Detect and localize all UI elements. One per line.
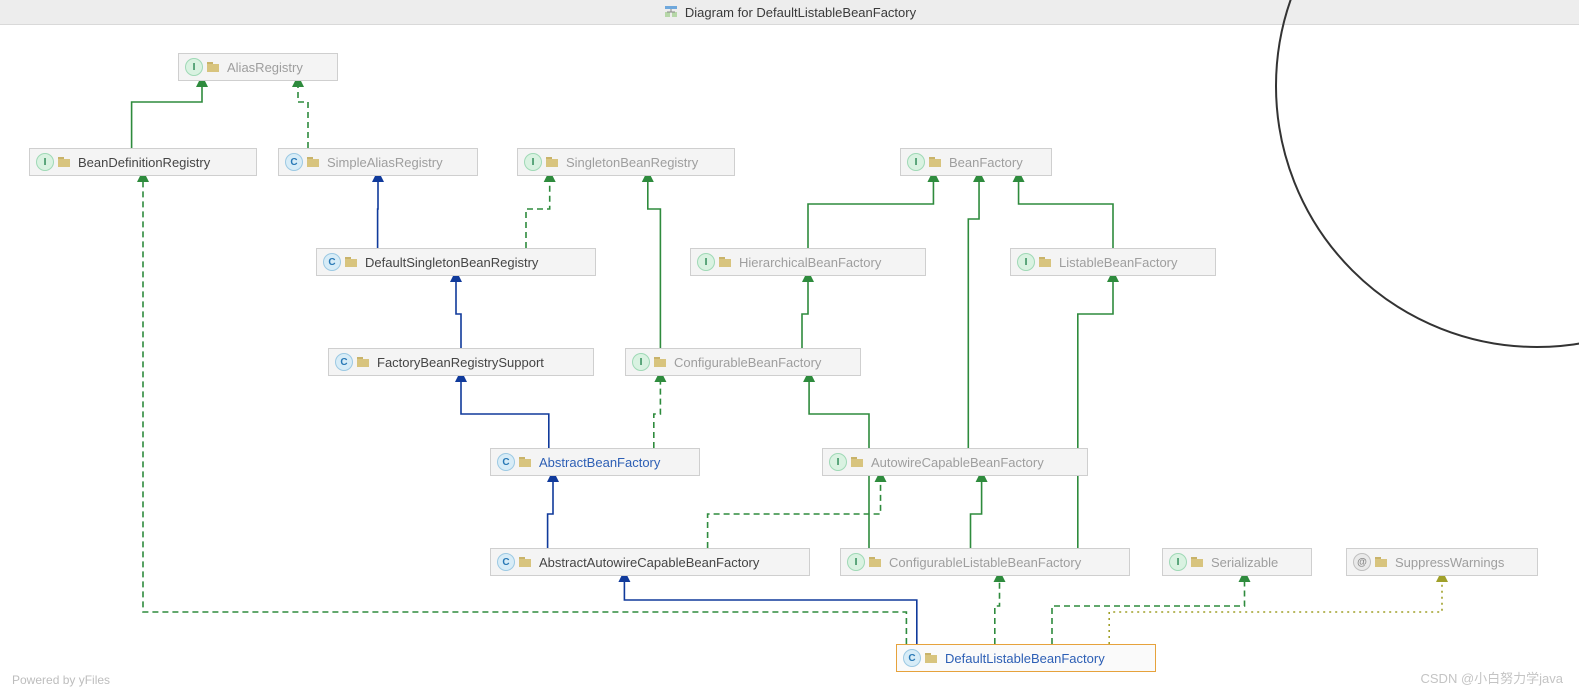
interface-icon: I <box>1017 253 1035 271</box>
title-text: Diagram for DefaultListableBeanFactory <box>685 5 916 20</box>
package-icon <box>519 457 531 467</box>
node-label: FactoryBeanRegistrySupport <box>377 355 544 370</box>
edge-ConfigurableBeanFactory-to-SingletonBeanRegistry <box>648 176 661 348</box>
node-label: ConfigurableListableBeanFactory <box>889 555 1081 570</box>
edge-AutowireCapableBeanFactory-to-BeanFactory <box>968 176 979 448</box>
edge-HierarchicalBeanFactory-to-BeanFactory <box>808 176 933 248</box>
watermark: CSDN @小白努力学java <box>1421 668 1564 687</box>
node-DefaultListableBeanFactory[interactable]: C DefaultListableBeanFactory <box>896 644 1156 672</box>
edge-AbstractAutowireCapableBeanFactory-to-AbstractBeanFactory <box>548 476 553 548</box>
node-AliasRegistry[interactable]: I AliasRegistry <box>178 53 338 81</box>
powered-by: Powered by yFiles <box>12 673 110 687</box>
decorative-circle <box>1275 0 1579 348</box>
node-label: DefaultSingletonBeanRegistry <box>365 255 538 270</box>
node-label: DefaultListableBeanFactory <box>945 651 1105 666</box>
edge-BeanDefinitionRegistry-to-AliasRegistry <box>132 81 202 148</box>
annotation-icon: @ <box>1353 553 1371 571</box>
interface-icon: I <box>1169 553 1187 571</box>
interface-icon: I <box>847 553 865 571</box>
edge-ConfigurableBeanFactory-to-HierarchicalBeanFactory <box>802 276 808 348</box>
edge-DefaultListableBeanFactory-to-AbstractAutowireCapableBeanFactory <box>624 576 916 644</box>
interface-icon: I <box>632 353 650 371</box>
interface-icon: I <box>829 453 847 471</box>
node-label: AutowireCapableBeanFactory <box>871 455 1044 470</box>
class-icon: C <box>335 353 353 371</box>
node-label: AbstractAutowireCapableBeanFactory <box>539 555 759 570</box>
interface-icon: I <box>524 153 542 171</box>
node-ConfigurableBeanFactory[interactable]: I ConfigurableBeanFactory <box>625 348 861 376</box>
package-icon <box>357 357 369 367</box>
edge-DefaultSingletonBeanRegistry-to-SingletonBeanRegistry <box>526 176 550 248</box>
package-icon <box>851 457 863 467</box>
edge-DefaultListableBeanFactory-to-ConfigurableListableBeanFactory <box>995 576 1000 644</box>
class-icon: C <box>497 453 515 471</box>
edge-DefaultListableBeanFactory-to-Serializable <box>1052 576 1245 644</box>
node-label: BeanFactory <box>949 155 1023 170</box>
interface-icon: I <box>36 153 54 171</box>
node-SimpleAliasRegistry[interactable]: C SimpleAliasRegistry <box>278 148 478 176</box>
node-label: AbstractBeanFactory <box>539 455 660 470</box>
package-icon <box>925 653 937 663</box>
node-BeanFactory[interactable]: I BeanFactory <box>900 148 1052 176</box>
node-Serializable[interactable]: I Serializable <box>1162 548 1312 576</box>
node-label: SingletonBeanRegistry <box>566 155 698 170</box>
node-label: SuppressWarnings <box>1395 555 1504 570</box>
node-label: ListableBeanFactory <box>1059 255 1178 270</box>
package-icon <box>519 557 531 567</box>
package-icon <box>929 157 941 167</box>
package-icon <box>207 62 219 72</box>
title-bar: Diagram for DefaultListableBeanFactory <box>0 0 1579 25</box>
class-icon: C <box>497 553 515 571</box>
edge-FactoryBeanRegistrySupport-to-DefaultSingletonBeanRegistry <box>456 276 461 348</box>
node-label: Serializable <box>1211 555 1278 570</box>
package-icon <box>345 257 357 267</box>
edge-ListableBeanFactory-to-BeanFactory <box>1019 176 1113 248</box>
package-icon <box>58 157 70 167</box>
package-icon <box>1191 557 1203 567</box>
node-FactoryBeanRegistrySupport[interactable]: C FactoryBeanRegistrySupport <box>328 348 594 376</box>
node-AbstractAutowireCapableBeanFactory[interactable]: C AbstractAutowireCapableBeanFactory <box>490 548 810 576</box>
node-AutowireCapableBeanFactory[interactable]: I AutowireCapableBeanFactory <box>822 448 1088 476</box>
node-ConfigurableListableBeanFactory[interactable]: I ConfigurableListableBeanFactory <box>840 548 1130 576</box>
package-icon <box>719 257 731 267</box>
package-icon <box>1375 557 1387 567</box>
interface-icon: I <box>697 253 715 271</box>
node-SingletonBeanRegistry[interactable]: I SingletonBeanRegistry <box>517 148 735 176</box>
node-ListableBeanFactory[interactable]: I ListableBeanFactory <box>1010 248 1216 276</box>
edge-DefaultListableBeanFactory-to-SuppressWarnings <box>1109 576 1442 644</box>
node-label: BeanDefinitionRegistry <box>78 155 210 170</box>
node-AbstractBeanFactory[interactable]: C AbstractBeanFactory <box>490 448 700 476</box>
edge-AbstractBeanFactory-to-FactoryBeanRegistrySupport <box>461 376 549 448</box>
package-icon <box>869 557 881 567</box>
node-label: AliasRegistry <box>227 60 303 75</box>
edge-SimpleAliasRegistry-to-AliasRegistry <box>298 81 308 148</box>
interface-icon: I <box>185 58 203 76</box>
package-icon <box>546 157 558 167</box>
edge-AbstractAutowireCapableBeanFactory-to-AutowireCapableBeanFactory <box>708 476 881 548</box>
class-icon: C <box>903 649 921 667</box>
class-icon: C <box>285 153 303 171</box>
package-icon <box>307 157 319 167</box>
package-icon <box>654 357 666 367</box>
node-DefaultSingletonBeanRegistry[interactable]: C DefaultSingletonBeanRegistry <box>316 248 596 276</box>
node-label: SimpleAliasRegistry <box>327 155 443 170</box>
node-label: HierarchicalBeanFactory <box>739 255 881 270</box>
node-BeanDefinitionRegistry[interactable]: I BeanDefinitionRegistry <box>29 148 257 176</box>
edge-ConfigurableListableBeanFactory-to-AutowireCapableBeanFactory <box>971 476 982 548</box>
node-HierarchicalBeanFactory[interactable]: I HierarchicalBeanFactory <box>690 248 926 276</box>
interface-icon: I <box>907 153 925 171</box>
node-label: ConfigurableBeanFactory <box>674 355 821 370</box>
diagram-icon <box>663 4 679 20</box>
package-icon <box>1039 257 1051 267</box>
node-SuppressWarnings[interactable]: @ SuppressWarnings <box>1346 548 1538 576</box>
class-icon: C <box>323 253 341 271</box>
diagram-canvas[interactable]: I AliasRegistry I BeanDefinitionRegistry C Si… <box>0 24 1579 695</box>
edge-ConfigurableListableBeanFactory-to-ListableBeanFactory <box>1078 276 1113 548</box>
edge-AbstractBeanFactory-to-ConfigurableBeanFactory <box>654 376 661 448</box>
